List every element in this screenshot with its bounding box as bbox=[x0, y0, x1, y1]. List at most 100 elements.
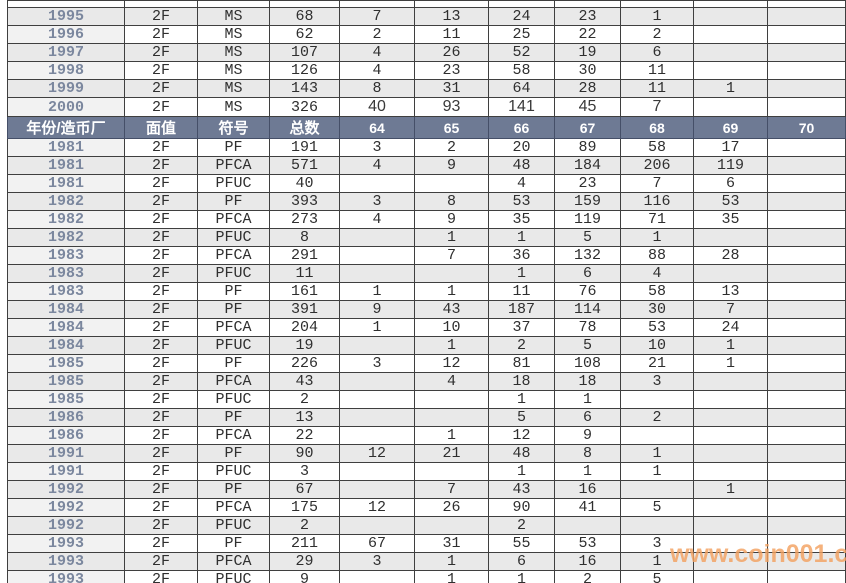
cell-grade-64: 3 bbox=[339, 138, 415, 157]
cell-grade-68: 5 bbox=[620, 570, 694, 583]
cell-grade-68: 88 bbox=[620, 246, 694, 265]
cell-denomination: 2F bbox=[124, 480, 198, 499]
cell-total: 19 bbox=[269, 336, 340, 355]
cell-total: 226 bbox=[269, 354, 340, 373]
cell-grade-64: 67 bbox=[339, 534, 415, 553]
cell-grade-66: 48 bbox=[488, 156, 555, 175]
cell-grade-67: 16 bbox=[554, 552, 621, 571]
cell-grade-69 bbox=[693, 570, 768, 583]
cell-clipped bbox=[197, 0, 270, 8]
cell-symbol: PFUC bbox=[197, 462, 270, 481]
cell-denomination: 2F bbox=[124, 372, 198, 391]
cell-grade-67: 23 bbox=[554, 7, 621, 26]
cell-grade-65: 7 bbox=[414, 480, 489, 499]
cell-denomination: 2F bbox=[124, 300, 198, 319]
cell-grade-65: 4 bbox=[414, 372, 489, 391]
cell-grade-66: 187 bbox=[488, 300, 555, 319]
column-header-year-mint: 年份/造币厂 bbox=[7, 116, 125, 139]
cell-grade-64: 3 bbox=[339, 354, 415, 373]
cell-grade-65: 1 bbox=[414, 336, 489, 355]
cell-denomination: 2F bbox=[124, 426, 198, 445]
cell-grade-68: 3 bbox=[620, 534, 694, 553]
cell-denomination: 2F bbox=[124, 354, 198, 373]
column-header-grade-65: 65 bbox=[414, 116, 489, 139]
cell-grade-66: 53 bbox=[488, 192, 555, 211]
cell-year: 1981 bbox=[7, 138, 125, 157]
cell-total: 8 bbox=[269, 228, 340, 247]
cell-grade-70 bbox=[767, 318, 846, 337]
cell-grade-67: 30 bbox=[554, 61, 621, 80]
cell-denomination: 2F bbox=[124, 444, 198, 463]
cell-total: 175 bbox=[269, 498, 340, 517]
table-row: 1992 2F PF 67 7 43 16 1 bbox=[7, 480, 846, 499]
cell-grade-68: 5 bbox=[620, 498, 694, 517]
cell-total: 191 bbox=[269, 138, 340, 157]
column-header-grade-67: 67 bbox=[554, 116, 621, 139]
cell-grade-65: 93 bbox=[414, 97, 489, 117]
cell-grade-70 bbox=[767, 264, 846, 283]
cell-symbol: PF bbox=[197, 534, 270, 553]
cell-denomination: 2F bbox=[124, 282, 198, 301]
cell-clipped bbox=[339, 0, 415, 8]
cell-grade-70 bbox=[767, 246, 846, 265]
cell-grade-64 bbox=[339, 246, 415, 265]
cell-symbol: PF bbox=[197, 138, 270, 157]
cell-total: 107 bbox=[269, 43, 340, 62]
cell-grade-66: 90 bbox=[488, 498, 555, 517]
cell-grade-64 bbox=[339, 570, 415, 583]
cell-symbol: PFUC bbox=[197, 570, 270, 583]
cell-grade-69: 17 bbox=[693, 138, 768, 157]
cell-grade-68: 11 bbox=[620, 61, 694, 80]
cell-year: 1984 bbox=[7, 336, 125, 355]
cell-total: 43 bbox=[269, 372, 340, 391]
cell-grade-65: 31 bbox=[414, 79, 489, 98]
cell-grade-65: 10 bbox=[414, 318, 489, 337]
table-row: 1991 2F PFUC 3 1 1 1 bbox=[7, 462, 846, 481]
cell-grade-70 bbox=[767, 408, 846, 427]
cell-grade-65 bbox=[414, 174, 489, 193]
cell-symbol: PF bbox=[197, 354, 270, 373]
cell-grade-65: 1 bbox=[414, 228, 489, 247]
cell-symbol: PFCA bbox=[197, 498, 270, 517]
cell-symbol: MS bbox=[197, 43, 270, 62]
cell-grade-69 bbox=[693, 390, 768, 409]
cell-grade-70 bbox=[767, 43, 846, 62]
table-row: 1982 2F PFCA 273 4 9 35 119 71 35 bbox=[7, 210, 846, 229]
cell-grade-70 bbox=[767, 552, 846, 571]
cell-grade-67: 108 bbox=[554, 354, 621, 373]
cell-total: 161 bbox=[269, 282, 340, 301]
cell-symbol: MS bbox=[197, 25, 270, 44]
cell-grade-68 bbox=[620, 426, 694, 445]
cell-grade-70 bbox=[767, 462, 846, 481]
cell-grade-66: 2 bbox=[488, 516, 555, 535]
cell-total: 62 bbox=[269, 25, 340, 44]
cell-grade-69 bbox=[693, 498, 768, 517]
cell-grade-69 bbox=[693, 7, 768, 26]
cell-symbol: PF bbox=[197, 300, 270, 319]
cell-grade-64 bbox=[339, 516, 415, 535]
cell-total: 67 bbox=[269, 480, 340, 499]
cell-grade-69 bbox=[693, 552, 768, 571]
cell-grade-66: 48 bbox=[488, 444, 555, 463]
cell-grade-64: 8 bbox=[339, 79, 415, 98]
cell-grade-70 bbox=[767, 61, 846, 80]
cell-denomination: 2F bbox=[124, 25, 198, 44]
table-row: 1992 2F PFUC 2 2 bbox=[7, 516, 846, 535]
cell-grade-66: 12 bbox=[488, 426, 555, 445]
table-row: 1999 2F MS 143 8 31 64 28 11 1 bbox=[7, 79, 846, 98]
table-header-row: 年份/造币厂 面值 符号 总数 64 65 66 67 68 69 70 bbox=[7, 116, 846, 139]
cell-grade-67: 6 bbox=[554, 408, 621, 427]
cell-grade-70 bbox=[767, 444, 846, 463]
cell-year: 2000 bbox=[7, 97, 125, 117]
cell-grade-67: 5 bbox=[554, 228, 621, 247]
cell-grade-65: 21 bbox=[414, 444, 489, 463]
cell-grade-69: 1 bbox=[693, 79, 768, 98]
table-row: 1982 2F PFUC 8 1 1 5 1 bbox=[7, 228, 846, 247]
cell-grade-66: 11 bbox=[488, 282, 555, 301]
cell-grade-69 bbox=[693, 43, 768, 62]
cell-grade-66: 2 bbox=[488, 336, 555, 355]
cell-denomination: 2F bbox=[124, 408, 198, 427]
cell-symbol: PF bbox=[197, 408, 270, 427]
cell-symbol: PFUC bbox=[197, 336, 270, 355]
table-row: 1993 2F PFUC 9 1 1 2 5 bbox=[7, 570, 846, 583]
